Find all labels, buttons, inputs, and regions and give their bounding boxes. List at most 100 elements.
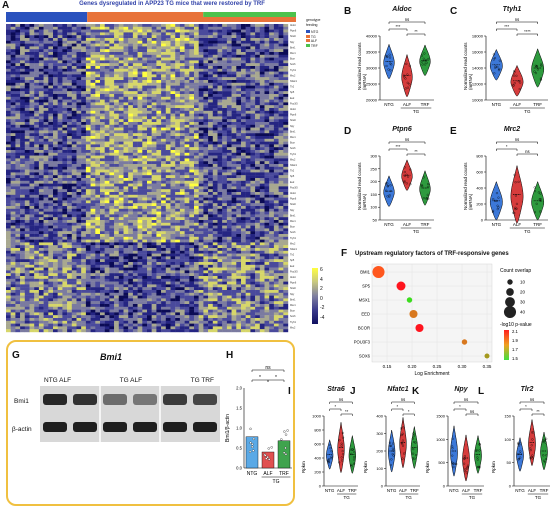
panel-label-e: E <box>450 126 457 137</box>
violin-ytick: 10000 <box>472 98 484 103</box>
heatmap-row-label: Ptpn6 <box>290 198 297 201</box>
violin-title-c: Ttyh1 <box>502 6 522 13</box>
dot-eed <box>409 309 418 319</box>
violin-point <box>513 69 516 73</box>
dot-pou3f3 <box>461 339 468 345</box>
violin-point <box>514 208 517 211</box>
panel-label-f: F <box>341 248 348 259</box>
bar-h-point <box>251 443 254 446</box>
violin-point <box>406 81 409 84</box>
heatmap-row-label: Stra6 <box>290 203 296 206</box>
violin-point <box>401 442 404 446</box>
legend-alf: ALF <box>310 39 318 43</box>
heatmap-row-label: Ttyh1 <box>290 153 297 156</box>
heatmap-row-label: Npy <box>290 209 295 212</box>
bar-h-point <box>282 451 286 454</box>
violin-group-label: TG <box>524 109 531 114</box>
heatmap-row-label: Sp5 <box>290 259 295 262</box>
violin-point <box>497 196 500 199</box>
heatmap-row-label: Aldoc <box>290 276 297 279</box>
violin-ytick: 250 <box>370 166 377 171</box>
violin-ytick: 0 <box>319 484 322 489</box>
violin-point <box>513 74 516 77</box>
violin-point <box>422 176 425 179</box>
violin-point <box>476 456 479 459</box>
violin-point <box>341 436 345 439</box>
significance-label: ** <box>414 149 418 154</box>
violin-point <box>518 87 521 91</box>
heatmap-row-label: Ttyh1 <box>290 69 297 72</box>
violin-ylabel: Rpkm <box>425 461 430 473</box>
heatmap-row-label: Mrc2 <box>290 74 296 77</box>
bar-h-significance: * <box>275 375 277 381</box>
violin-xtick: ALF <box>403 222 412 227</box>
heatmap-row-label: Npy <box>290 41 295 44</box>
violin-point <box>387 68 390 71</box>
violin-point <box>403 181 406 184</box>
violin-point <box>389 184 392 187</box>
dot-plot-xtick: 0.30 <box>458 364 467 369</box>
heatmap-row-label: Sp5 <box>290 175 295 178</box>
violin-group-label: TG <box>406 495 413 500</box>
violin-point <box>420 60 423 63</box>
violin-group-label: TG <box>413 109 420 114</box>
panel-label-h: H <box>226 350 234 361</box>
lane-tg-trf: TG TRF <box>190 377 214 384</box>
violin-point <box>529 449 532 452</box>
violin-point <box>330 455 333 458</box>
dot-bcor <box>415 323 424 333</box>
violin-point <box>451 437 454 440</box>
blot-band-bmi1 <box>73 394 97 405</box>
bar-h-ytick: 1.0 <box>236 426 242 431</box>
violin-point <box>385 55 389 58</box>
violin-point <box>340 444 343 447</box>
violin-point <box>519 450 522 453</box>
heatmap-row-label: Bmi1 <box>290 46 296 49</box>
significance-label: ** <box>345 409 349 414</box>
violin-point <box>517 458 520 461</box>
violin-point <box>328 458 331 461</box>
bar-h-trf <box>277 440 291 469</box>
violin-point <box>495 192 499 195</box>
violin-point <box>494 65 497 68</box>
violin-point <box>401 444 405 447</box>
heatmap-legend: genotype feeding NTG TG ALF TRF <box>306 18 320 48</box>
bar-h-ytick: 0.5 <box>236 446 242 451</box>
violin-point <box>327 460 330 463</box>
violin-point <box>402 74 405 77</box>
violin-point <box>542 459 546 462</box>
bar-h-point <box>252 449 255 452</box>
violin-point <box>519 442 522 445</box>
violin-ytick: 300 <box>370 154 377 159</box>
heatmap-row-label: Msx1 <box>290 52 296 55</box>
heatmap-row-label: Ptpn6 <box>290 114 297 117</box>
heatmap-row-label: Eed <box>290 97 295 100</box>
violin-ytick: 40000 <box>366 34 378 39</box>
blot-band-bmi1 <box>163 394 187 405</box>
heatmap-row-label: Bcor <box>290 226 295 229</box>
violin-ytick: 400 <box>314 456 321 461</box>
violin-point <box>391 447 394 450</box>
violin-point <box>531 431 534 434</box>
violin-point <box>385 189 388 192</box>
heatmap-row-label: Sox6 <box>290 315 296 318</box>
violin-title-l: Tlr2 <box>520 386 534 393</box>
dot-plot-area <box>371 263 493 363</box>
bar-h-point <box>266 456 269 459</box>
violin-point <box>413 457 416 460</box>
violin-point <box>405 62 408 65</box>
violin-point <box>517 80 520 83</box>
violin-point <box>352 458 356 461</box>
violin-point <box>421 185 424 188</box>
violin-ytick: 200 <box>314 470 321 475</box>
violin-point <box>478 449 481 452</box>
violin-point <box>544 461 547 464</box>
violin-point <box>539 63 543 66</box>
blot-band-actin <box>43 422 67 432</box>
violin-point <box>463 455 466 458</box>
blot-band-actin <box>163 422 187 432</box>
heatmap-row-label: Aldoc <box>290 24 297 27</box>
violin-ytick: 500 <box>438 460 445 465</box>
violin-point <box>536 68 539 71</box>
